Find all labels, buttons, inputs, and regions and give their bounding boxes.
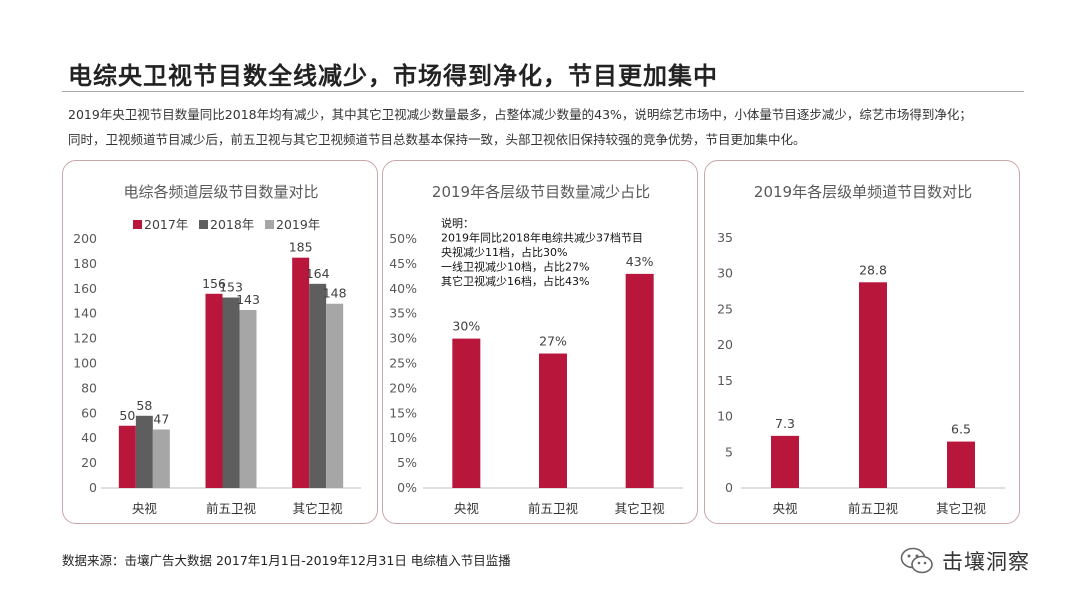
bar [947, 441, 975, 488]
x-category-label: 其它卫视 [293, 501, 344, 516]
brand-mark: 击壤洞察 [900, 546, 1030, 576]
data-label: 148 [323, 286, 347, 301]
page-title: 电综央卫视节目数全线减少，市场得到净化，节目更加集中 [68, 62, 718, 90]
y-tick-label: 0 [725, 480, 733, 495]
chart-title: 2019年各层级节目数量减少占比 [432, 183, 650, 201]
data-label: 143 [236, 292, 260, 307]
y-tick-label: 200 [73, 231, 97, 246]
data-label: 185 [289, 240, 313, 255]
data-label: 27% [539, 334, 567, 349]
y-tick-label: 45% [389, 256, 417, 271]
bar-2019年 [152, 429, 170, 488]
note-line: 一线卫视减少10档，占比27% [441, 260, 589, 274]
brand-name: 击壤洞察 [942, 550, 1030, 574]
y-tick-label: 25% [389, 356, 417, 371]
description: 2019年央卫视节目数量同比2018年均有减少，其中其它卫视减少数量最多，占整体… [68, 102, 1033, 152]
data-label: 156 [202, 276, 226, 291]
y-tick-label: 5% [397, 455, 417, 470]
note-line: 央视减少11档，占比30% [441, 245, 567, 259]
chart-panel-1: 电综各频道层级节目数量对比 0 20 40 60 80 100 120 140 160 180 200… [62, 160, 378, 524]
chart-3: 2019年各层级单频道节目数对比 0 5 10 15 20 25 30 35 央视 前五卫视 其它卫视… [717, 183, 1005, 516]
y-tick-label: 120 [73, 331, 97, 346]
note-line: 其它卫视减少16档，占比43% [441, 274, 589, 288]
legend-swatch [265, 220, 274, 229]
bar [771, 435, 799, 488]
title-divider [62, 91, 1024, 92]
y-tick-label: 140 [73, 306, 97, 321]
y-tick-label: 50% [389, 231, 417, 246]
x-category-label: 前五卫视 [528, 501, 579, 516]
bar-2017年 [205, 293, 223, 488]
y-tick-label: 20 [81, 455, 97, 470]
data-label: 58 [136, 398, 152, 413]
data-label: 6.5 [951, 422, 971, 437]
y-tick-label: 60 [81, 405, 97, 420]
y-tick-label: 100 [73, 356, 97, 371]
description-line-1: 2019年央卫视节目数量同比2018年均有减少，其中其它卫视减少数量最多，占整体… [68, 107, 972, 122]
y-tick-label: 25 [717, 301, 733, 316]
bar [625, 273, 654, 488]
x-category-label: 央视 [454, 501, 480, 516]
data-label: 43% [626, 254, 654, 269]
y-tick-label: 30% [389, 331, 417, 346]
legend-label: 2018年 [210, 217, 254, 232]
bar-2017年 [292, 257, 310, 488]
y-tick-label: 10 [717, 409, 733, 424]
data-label: 28.8 [859, 262, 887, 277]
bar-2019年 [326, 303, 344, 488]
chart-1: 电综各频道层级节目数量对比 0 20 40 60 80 100 120 140 160 180 200… [73, 183, 361, 516]
legend-swatch [199, 220, 208, 229]
y-tick-label: 40 [81, 430, 97, 445]
y-tick-label: 160 [73, 281, 97, 296]
bar [859, 282, 887, 488]
data-label: 30% [452, 319, 480, 334]
y-tick-label: 40% [389, 281, 417, 296]
bar-2018年 [309, 283, 327, 488]
chart-2: 2019年各层级节目数量减少占比 0% 5% 10% 15% 20% 25% 30% 35% 40… [389, 183, 683, 516]
bar-2019年 [239, 309, 257, 488]
y-tick-label: 20 [717, 337, 733, 352]
x-category-label: 央视 [772, 501, 798, 516]
y-tick-label: 5 [725, 444, 733, 459]
y-tick-label: 180 [73, 256, 97, 271]
wechat-icon [900, 547, 933, 574]
data-label: 164 [306, 266, 330, 281]
y-tick-label: 10% [389, 430, 417, 445]
x-category-label: 前五卫视 [848, 501, 899, 516]
bar-2018年 [135, 415, 153, 488]
note-line: 说明： [441, 216, 474, 230]
data-source: 数据来源：击壤广告大数据 2017年1月1日-2019年12月31日 电综植入节… [62, 553, 511, 568]
x-category-label: 其它卫视 [936, 501, 987, 516]
data-label: 47 [153, 411, 169, 426]
x-category-label: 其它卫视 [615, 501, 666, 516]
legend-swatch [133, 220, 142, 229]
chart-title: 电综各频道层级节目数量对比 [123, 183, 318, 201]
description-line-2: 同时，卫视频道节目减少后，前五卫视与其它卫视频道节目总数基本保持一致，头部卫视依… [68, 132, 806, 147]
bar [539, 353, 567, 488]
y-tick-label: 0 [89, 480, 97, 495]
chart-title: 2019年各层级单频道节目数对比 [754, 183, 972, 201]
y-tick-label: 30 [717, 266, 733, 281]
data-label: 153 [219, 280, 243, 295]
bar-2017年 [118, 425, 136, 488]
y-tick-label: 15% [389, 405, 417, 420]
bar-2018年 [222, 297, 240, 488]
y-tick-label: 20% [389, 380, 417, 395]
x-category-label: 前五卫视 [206, 501, 257, 516]
note-line: 2019年同比2018年电综共减少37档节目 [441, 231, 643, 245]
y-tick-label: 80 [81, 380, 97, 395]
y-tick-label: 35 [717, 230, 733, 245]
legend-label: 2019年 [276, 217, 320, 232]
data-label: 50 [119, 408, 135, 423]
chart-panel-2: 2019年各层级节目数量减少占比 0% 5% 10% 15% 20% 25% 30% 35% 40… [382, 160, 698, 524]
x-category-label: 央视 [132, 501, 158, 516]
data-label: 7.3 [775, 416, 795, 431]
y-tick-label: 35% [389, 306, 417, 321]
legend-label: 2017年 [144, 217, 188, 232]
bar [452, 338, 481, 488]
y-tick-label: 15 [717, 373, 733, 388]
y-tick-label: 0% [397, 480, 417, 495]
chart-panel-3: 2019年各层级单频道节目数对比 0 5 10 15 20 25 30 35 央视 前五卫视 其它卫视… [704, 160, 1020, 524]
